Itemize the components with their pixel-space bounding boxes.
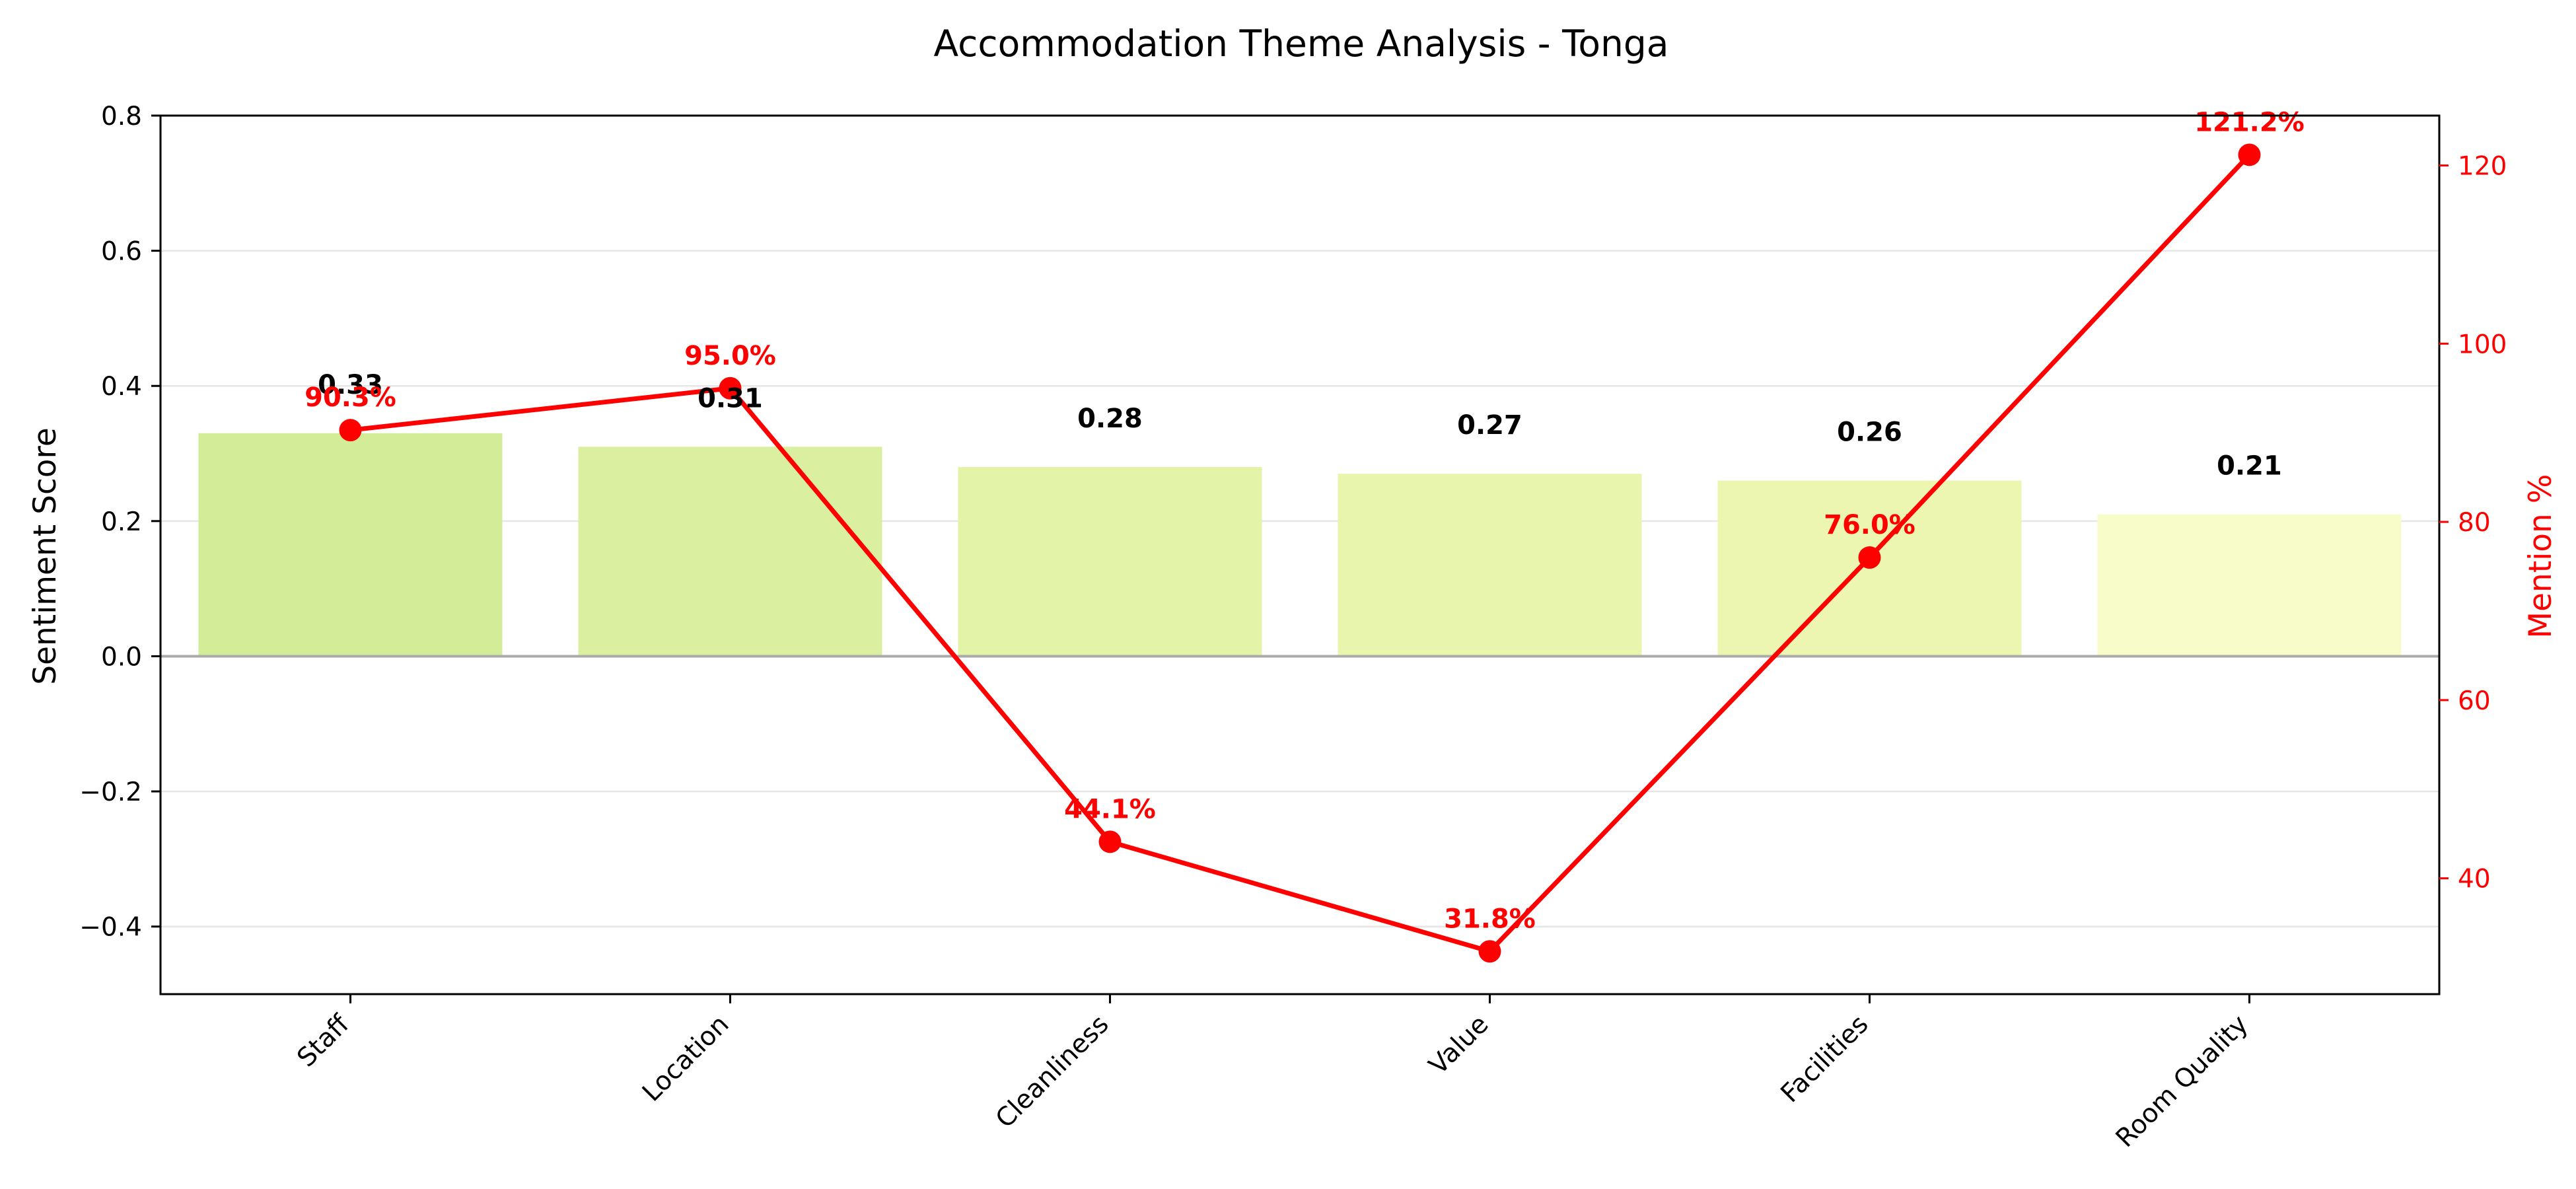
bar-value-label: 0.28 <box>1077 404 1143 434</box>
mention-value-label: 44.1% <box>1064 794 1156 824</box>
bar <box>2097 514 2402 657</box>
mention-value-label: 76.0% <box>1824 510 1915 540</box>
grid <box>161 250 2439 927</box>
mention-value-label: 31.8% <box>1444 904 1536 934</box>
y-tick-label: 0.8 <box>101 102 142 131</box>
mention-value-label: 95.0% <box>684 341 776 371</box>
bar-value-label: 0.33 <box>318 370 383 400</box>
bar <box>958 467 1262 657</box>
mention-point <box>1098 830 1122 853</box>
y-axis-title: Sentiment Score <box>27 427 63 685</box>
plot-frame <box>159 114 2441 995</box>
y-tick-label: 0.4 <box>101 372 142 402</box>
bar-value-label: 0.21 <box>2217 451 2282 482</box>
chart-title: Accommodation Theme Analysis - Tonga <box>933 22 1668 65</box>
bars <box>198 433 2402 657</box>
mention-point <box>1858 546 1881 569</box>
mention-value-label: 121.2% <box>2194 107 2305 137</box>
mention-point <box>339 419 362 442</box>
mention-line-group <box>339 143 2261 963</box>
mention-point <box>719 377 742 400</box>
value-labels: 0.33 0.31 0.28 0.27 0.26 0.21 90.3% 95.0% 44.1% 3… <box>304 107 2305 934</box>
bar <box>198 433 503 657</box>
y2-tick-label: 40 <box>2458 865 2491 894</box>
bar <box>1338 474 1642 657</box>
y2-axis-title: Mention % <box>2522 474 2559 639</box>
y-tick-label: −0.4 <box>79 913 142 943</box>
y2-tick-label: 100 <box>2458 330 2507 359</box>
mention-point <box>1478 940 1501 963</box>
bar-value-label: 0.26 <box>1837 417 1902 447</box>
bar-value-label: 0.27 <box>1457 410 1522 441</box>
mention-point <box>2238 143 2261 166</box>
mention-line <box>350 153 2252 954</box>
y2-tick-label: 60 <box>2458 686 2491 716</box>
y-tick-label: 0.6 <box>101 237 142 267</box>
y-tick-label: −0.2 <box>79 777 142 807</box>
bar-value-label: 0.31 <box>698 383 763 414</box>
y2-tick-label: 120 <box>2458 152 2507 182</box>
y2-tick-label: 80 <box>2458 508 2491 538</box>
bar <box>578 447 882 657</box>
mention-value-label: 90.3% <box>304 382 396 413</box>
y-tick-label: 0.0 <box>101 642 142 672</box>
y-tick-label: 0.2 <box>101 507 142 537</box>
